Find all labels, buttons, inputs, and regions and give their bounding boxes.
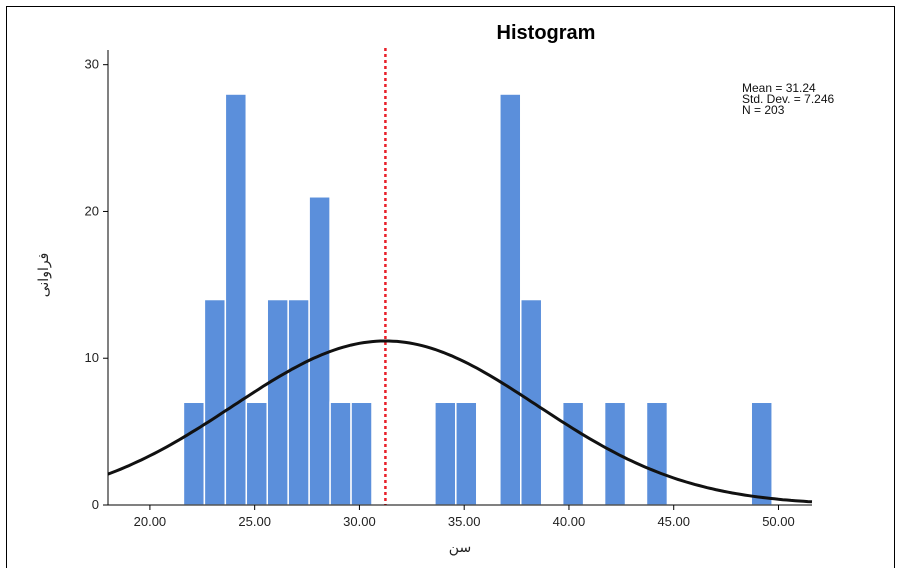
x-tick-label: 25.00 xyxy=(238,514,271,529)
x-tick-label: 30.00 xyxy=(343,514,376,529)
x-tick-label: 35.00 xyxy=(448,514,481,529)
histogram-bar xyxy=(308,196,331,506)
histogram-bar xyxy=(224,93,248,506)
normal-curve xyxy=(107,339,813,504)
histogram-bar xyxy=(329,401,352,506)
x-tick-label: 45.00 xyxy=(657,514,690,529)
histogram-bar xyxy=(561,401,585,506)
histogram-bar xyxy=(434,401,457,506)
x-ticks: 20.00 25.00 30.00 35.00 40.00 45.00 50.00 xyxy=(134,505,795,529)
histogram-bar xyxy=(245,401,268,506)
histogram-bar xyxy=(350,401,373,506)
histogram-bar xyxy=(203,298,227,506)
y-axis-label: فراوانی xyxy=(36,253,52,298)
histogram-bar xyxy=(266,298,289,506)
y-tick-label: 0 xyxy=(92,497,99,512)
x-tick-label: 40.00 xyxy=(553,514,586,529)
chart-frame xyxy=(6,6,895,568)
histogram-bar xyxy=(287,298,310,506)
histogram-bars xyxy=(182,93,773,506)
x-axis-label: سن xyxy=(449,540,471,556)
histogram-bar xyxy=(455,401,478,506)
y-tick-label: 20 xyxy=(85,203,99,218)
y-tick-label: 30 xyxy=(85,57,99,72)
stats-line: N = 203 xyxy=(742,103,785,117)
normal-curve-group xyxy=(107,339,813,504)
axes xyxy=(107,50,812,506)
histogram-bar xyxy=(750,401,773,506)
x-tick-label: 20.00 xyxy=(134,514,167,529)
chart-title: Histogram xyxy=(497,22,596,44)
histogram-bar xyxy=(645,401,669,506)
x-tick-label: 50.00 xyxy=(762,514,795,529)
stats-line: Mean = 31.24 xyxy=(742,81,816,95)
y-ticks: 0 10 20 30 xyxy=(85,57,108,512)
stats-line: Std. Dev. = 7.246 xyxy=(742,92,834,106)
histogram-bar xyxy=(182,401,206,506)
y-tick-label: 10 xyxy=(85,350,99,365)
histogram-bar xyxy=(499,93,522,506)
